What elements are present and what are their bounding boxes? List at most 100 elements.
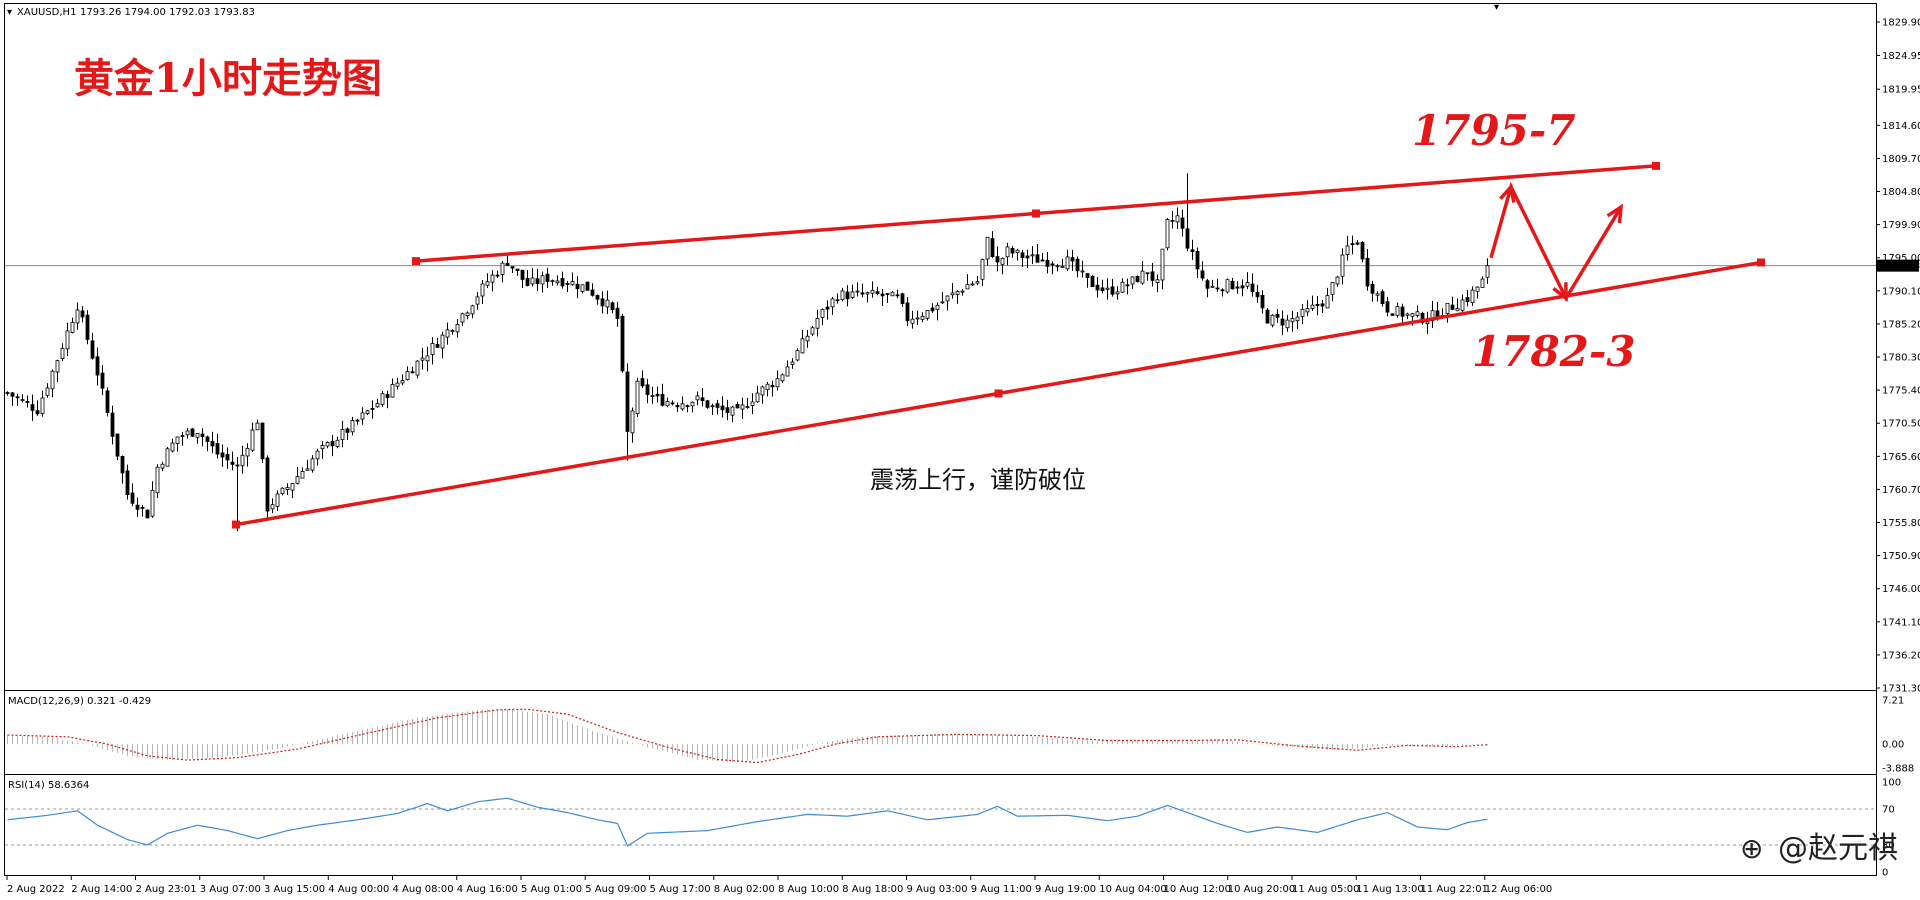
candle-body — [1190, 249, 1195, 253]
candle-body — [610, 302, 615, 310]
candle-body — [1010, 248, 1015, 254]
candle-body — [1040, 259, 1045, 262]
candle-body — [1165, 219, 1170, 249]
candle-body — [705, 400, 710, 408]
candle-body — [140, 507, 145, 509]
candle-body — [385, 394, 390, 399]
candle-body — [1235, 286, 1240, 289]
candle-body — [230, 461, 235, 465]
scroll-marker-icon[interactable]: ▾ — [1494, 2, 1499, 13]
current-price-label: 1793.83 — [1879, 261, 1920, 272]
candle-body — [195, 432, 200, 438]
price-tick-label: 1785.20 — [1882, 319, 1920, 330]
macd-tick-label: 7.21 — [1882, 696, 1904, 707]
candle-body — [1075, 258, 1080, 272]
candle-body — [1015, 249, 1020, 253]
candle-body — [600, 298, 605, 307]
macd-tick-label: -3.888 — [1882, 764, 1914, 775]
candle-body — [920, 315, 925, 320]
candle-body — [990, 238, 995, 257]
candle-body — [755, 392, 760, 403]
candle-body — [1380, 291, 1385, 304]
candle-body — [1300, 308, 1305, 317]
candle-body — [400, 380, 405, 384]
rsi-tick-label: 30 — [1882, 841, 1895, 852]
price-tick-label: 1741.10 — [1882, 617, 1920, 628]
candle-body — [800, 338, 805, 354]
candle-body — [635, 380, 640, 415]
candle-body — [120, 456, 125, 474]
candle-body — [940, 301, 945, 304]
candle-body — [1050, 263, 1055, 266]
candle-body — [905, 302, 910, 322]
candle-body — [145, 509, 150, 519]
candle-body — [110, 412, 115, 437]
price-tick-label: 1780.30 — [1882, 353, 1920, 364]
chart-header: ▾ XAUUSD,H1 1793.26 1794.00 1792.03 1793… — [7, 2, 1499, 18]
candle-body — [490, 274, 495, 283]
candle-body — [305, 468, 310, 471]
rsi-panel: RSI(14) 58.6364 100 70 30 0 — [5, 778, 1901, 879]
candle-body — [505, 263, 510, 266]
resistance-anchor-point — [412, 257, 420, 266]
candle-body — [1420, 312, 1425, 323]
candle-body — [330, 440, 335, 447]
candle-body — [565, 283, 570, 285]
candle-body — [1345, 245, 1350, 256]
candle-body — [225, 453, 230, 461]
time-axis: 2 Aug 2022 2 Aug 14:00 2 Aug 23:01 3 Aug 07… — [6, 876, 1552, 895]
rsi-tick-label: 70 — [1882, 805, 1895, 816]
candle-body — [495, 274, 500, 277]
time-tick-label: 9 Aug 03:00 — [907, 884, 968, 895]
candle-body — [1450, 304, 1455, 310]
rsi-tick-label: 100 — [1882, 778, 1901, 789]
candle-body — [575, 283, 580, 290]
candle-body — [750, 401, 755, 406]
candle-body — [500, 262, 505, 275]
candle-body — [1310, 304, 1315, 309]
candle-body — [1385, 301, 1390, 313]
candle-body — [930, 307, 935, 312]
candle-body — [675, 405, 680, 408]
time-tick-label: 4 Aug 00:00 — [328, 884, 389, 895]
candle-body — [860, 292, 865, 295]
candle-body — [1290, 318, 1295, 323]
candle-body — [475, 296, 480, 305]
ohlc-readout: 1793.26 1794.00 1792.03 1793.83 — [80, 7, 255, 18]
candle-body — [40, 397, 45, 414]
time-tick-label: 8 Aug 02:00 — [714, 884, 775, 895]
candle-body — [910, 318, 915, 324]
time-tick-label: 10 Aug 04:00 — [1099, 884, 1166, 895]
candle-body — [845, 291, 850, 300]
candle-body — [925, 310, 930, 319]
candle-body — [1070, 257, 1075, 262]
candle-body — [620, 315, 625, 372]
candle-body — [180, 435, 185, 437]
candle-body — [1350, 243, 1355, 245]
candle-body — [970, 283, 975, 286]
macd-panel: MACD(12,26,9) 0.321 -0.429 7.21 0.00 -3.888 — [7, 696, 1914, 775]
candle-body — [430, 343, 435, 355]
candle-body — [150, 489, 155, 517]
candle-body — [720, 405, 725, 411]
candle-body — [1315, 304, 1320, 306]
candle-body — [50, 370, 55, 390]
candle-body — [815, 318, 820, 329]
candle-body — [670, 402, 675, 405]
dropdown-triangle-icon[interactable]: ▾ — [7, 7, 12, 18]
candle-body — [1275, 313, 1280, 318]
candle-body — [525, 277, 530, 286]
forecast-path — [1489, 181, 1623, 302]
candle-body — [1355, 242, 1360, 245]
candle-body — [200, 433, 205, 437]
candle-body — [730, 406, 735, 416]
time-tick-label: 4 Aug 08:00 — [393, 884, 454, 895]
candle-body — [710, 405, 715, 408]
candle-body — [60, 347, 65, 359]
candle-body — [715, 403, 720, 408]
support-anchor-point — [994, 389, 1003, 398]
candle-body — [1475, 286, 1480, 292]
candle-body — [445, 329, 450, 338]
time-tick-label: 11 Aug 05:00 — [1292, 884, 1359, 895]
